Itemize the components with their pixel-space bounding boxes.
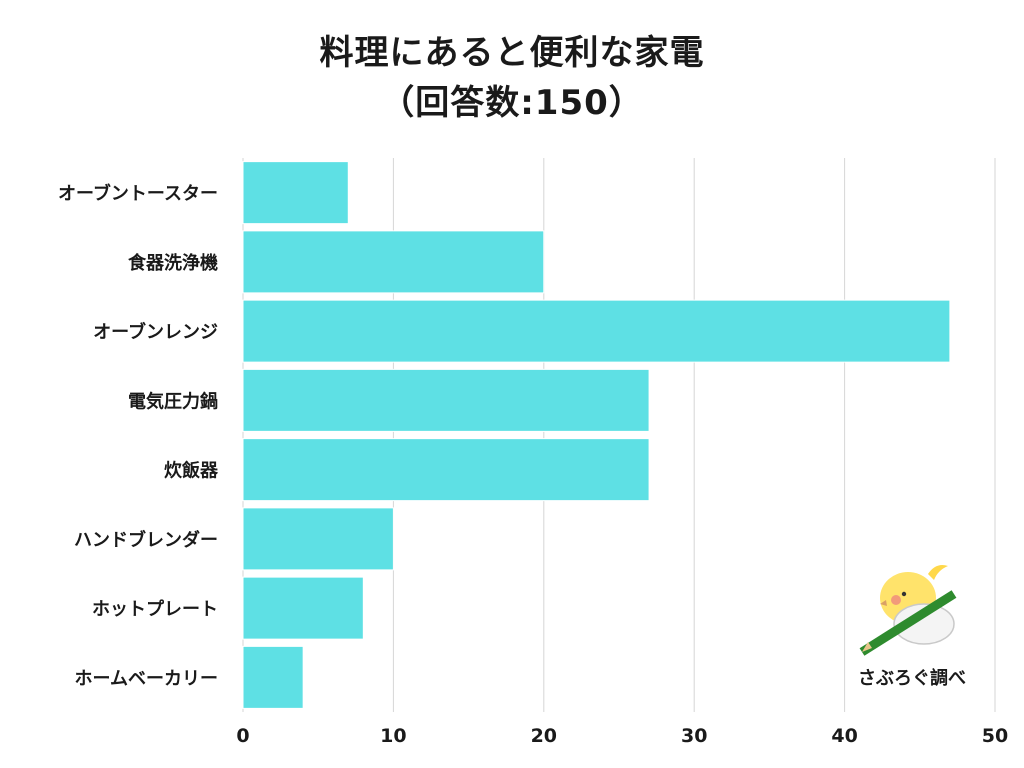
category-label: 電気圧力鍋 xyxy=(128,390,218,412)
bird-mascot-illustration xyxy=(859,565,957,656)
x-tick-label: 50 xyxy=(982,725,1008,747)
category-label: オーブンレンジ xyxy=(93,321,218,343)
x-tick-label: 30 xyxy=(681,725,707,747)
bars xyxy=(242,161,951,709)
chart-title: 料理にあると便利な家電 xyxy=(319,33,705,73)
pencil-icon xyxy=(859,590,957,656)
mascot-crest xyxy=(928,565,948,580)
x-tick-label: 40 xyxy=(831,725,857,747)
category-label: ホームベーカリー xyxy=(75,668,218,689)
category-label: ハンドブレンダー xyxy=(74,529,218,551)
x-tick-label: 20 xyxy=(531,725,557,747)
category-label: 炊飯器 xyxy=(164,460,219,482)
bar xyxy=(242,299,951,363)
bar xyxy=(242,368,650,432)
x-tick-labels: 0 10 20 30 40 50 xyxy=(236,725,1008,747)
category-label: オーブントースター xyxy=(58,183,218,205)
mascot-body xyxy=(893,603,955,645)
credit-label: さぶろぐ調べ xyxy=(858,668,966,689)
category-label: 食器洗浄機 xyxy=(127,252,218,274)
bar xyxy=(242,230,545,294)
bar xyxy=(242,645,304,709)
mascot-eye xyxy=(901,591,907,597)
x-tick-label: 10 xyxy=(380,725,406,747)
bar xyxy=(242,507,394,571)
bar xyxy=(242,576,364,640)
x-tick-label: 0 xyxy=(236,725,249,747)
bar xyxy=(242,438,650,502)
category-labels: オーブントースター食器洗浄機オーブンレンジ電気圧力鍋炊飯器ハンドブレンダーホット… xyxy=(58,183,219,690)
chart-title-block: 料理にあると便利な家電 （回答数:150） xyxy=(0,28,1024,128)
bar xyxy=(242,161,349,225)
mascot-beak xyxy=(880,600,887,606)
chart-subtitle: （回答数:150） xyxy=(380,83,644,123)
category-label: ホットプレート xyxy=(92,598,218,620)
mascot-cheek xyxy=(891,595,901,605)
pencil-tip xyxy=(862,642,872,652)
